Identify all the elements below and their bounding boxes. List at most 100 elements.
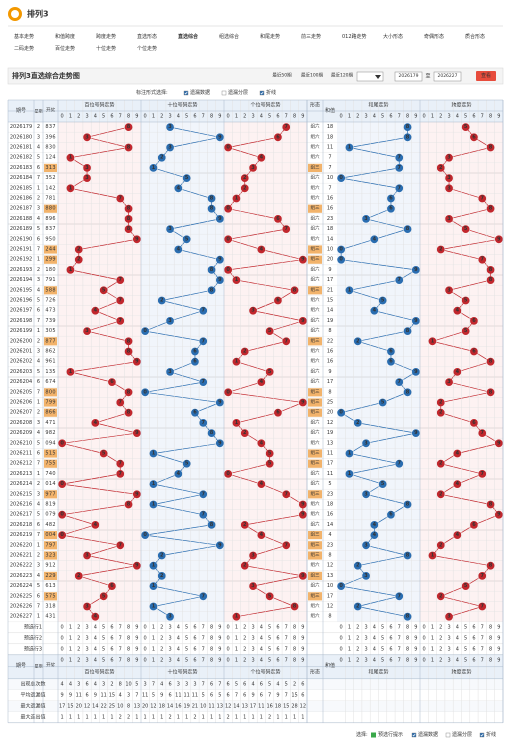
preselect-digit[interactable]: 7 xyxy=(285,646,288,652)
footer-option[interactable]: 遗漏数据 xyxy=(418,731,438,738)
preselect-digit[interactable]: 2 xyxy=(77,624,80,630)
preselect-digit[interactable]: 1 xyxy=(431,646,434,652)
nav-tab[interactable]: 奇偶形态 xyxy=(424,33,444,40)
preselect-digit[interactable]: 0 xyxy=(227,635,230,641)
preselect-digit[interactable]: 3 xyxy=(85,635,88,641)
preselect-digit[interactable]: 3 xyxy=(447,624,450,630)
preselect-digit[interactable]: 9 xyxy=(218,624,221,630)
preselect-digit[interactable]: 9 xyxy=(218,635,221,641)
preselect-digit[interactable]: 7 xyxy=(481,624,484,630)
preselect-digit[interactable]: 9 xyxy=(414,635,417,641)
preselect-digit[interactable]: 7 xyxy=(202,646,205,652)
preselect-digit[interactable]: 4 xyxy=(260,635,263,641)
preselect-digit[interactable]: 1 xyxy=(69,646,72,652)
preselect-digit[interactable]: 0 xyxy=(423,646,426,652)
preselect-digit[interactable]: 5 xyxy=(185,635,188,641)
preselect-digit[interactable]: 3 xyxy=(251,635,254,641)
preselect-digit[interactable]: 3 xyxy=(364,646,367,652)
preselect-digit[interactable]: 7 xyxy=(398,635,401,641)
preselect-digit[interactable]: 4 xyxy=(260,646,263,652)
option-label[interactable]: 遗漏分层 xyxy=(228,89,248,96)
preselect-digit[interactable]: 0 xyxy=(61,624,64,630)
preselect-digit[interactable]: 8 xyxy=(127,635,130,641)
preselect-digit[interactable]: 7 xyxy=(285,635,288,641)
preselect-digit[interactable]: 0 xyxy=(340,624,343,630)
preselect-digit[interactable]: 7 xyxy=(481,646,484,652)
footer-checkbox[interactable] xyxy=(445,732,451,738)
to-input[interactable] xyxy=(433,71,462,82)
preselect-digit[interactable]: 4 xyxy=(177,624,180,630)
preselect-digit[interactable]: 2 xyxy=(77,635,80,641)
preselect-digit[interactable]: 2 xyxy=(77,646,80,652)
preselect-digit[interactable]: 8 xyxy=(489,646,492,652)
preselect-digit[interactable]: 8 xyxy=(406,646,409,652)
preselect-digit[interactable]: 8 xyxy=(293,646,296,652)
preselect-digit[interactable]: 2 xyxy=(243,624,246,630)
nav-tab[interactable]: 基本走势 xyxy=(14,33,34,40)
preselect-digit[interactable]: 3 xyxy=(251,646,254,652)
preselect-digit[interactable]: 1 xyxy=(431,624,434,630)
preselect-digit[interactable]: 8 xyxy=(210,624,213,630)
nav-tab[interactable]: 012路走势 xyxy=(342,33,367,40)
preselect-digit[interactable]: 0 xyxy=(144,646,147,652)
preselect-digit[interactable]: 0 xyxy=(227,646,230,652)
preselect-digit[interactable]: 3 xyxy=(447,635,450,641)
preselect-digit[interactable]: 2 xyxy=(439,646,442,652)
preselect-digit[interactable]: 4 xyxy=(373,624,376,630)
preselect-digit[interactable]: 7 xyxy=(119,635,122,641)
preselect-digit[interactable]: 7 xyxy=(481,635,484,641)
option-label[interactable]: 折线 xyxy=(266,89,276,96)
hint-label[interactable]: 预选行提示 xyxy=(378,731,403,738)
preselect-digit[interactable]: 2 xyxy=(160,624,163,630)
preselect-digit[interactable]: 5 xyxy=(464,635,467,641)
view-button[interactable] xyxy=(476,71,496,81)
nav-tab[interactable]: 和值跨度 xyxy=(55,33,75,40)
preselect-digit[interactable]: 9 xyxy=(497,646,500,652)
preselect-digit[interactable]: 6 xyxy=(389,624,392,630)
preselect-digit[interactable]: 7 xyxy=(285,624,288,630)
preselect-digit[interactable]: 9 xyxy=(301,635,304,641)
preselect-digit[interactable]: 9 xyxy=(301,624,304,630)
preselect-digit[interactable]: 9 xyxy=(301,646,304,652)
preselect-digit[interactable]: 5 xyxy=(381,635,384,641)
preselect-digit[interactable]: 3 xyxy=(447,646,450,652)
preselect-digit[interactable]: 1 xyxy=(431,635,434,641)
from-input[interactable] xyxy=(394,71,423,82)
nav-tab[interactable]: 百位走势 xyxy=(55,45,75,52)
preselect-digit[interactable]: 1 xyxy=(235,635,238,641)
preselect-digit[interactable]: 1 xyxy=(235,624,238,630)
preselect-digit[interactable]: 5 xyxy=(102,646,105,652)
preselect-digit[interactable]: 6 xyxy=(472,646,475,652)
preselect-digit[interactable]: 8 xyxy=(127,646,130,652)
preselect-digit[interactable]: 0 xyxy=(144,624,147,630)
preselect-digit[interactable]: 5 xyxy=(102,635,105,641)
preselect-digit[interactable]: 3 xyxy=(85,646,88,652)
nav-tab[interactable]: 组选综合 xyxy=(219,33,239,40)
preselect-digit[interactable]: 9 xyxy=(414,624,417,630)
preselect-digit[interactable]: 6 xyxy=(472,635,475,641)
nav-tab[interactable]: 直选形态 xyxy=(137,33,157,40)
preselect-digit[interactable]: 0 xyxy=(61,646,64,652)
nav-tab[interactable]: 质合形态 xyxy=(465,33,485,40)
view-button-label[interactable]: 查看 xyxy=(481,72,491,79)
preselect-digit[interactable]: 8 xyxy=(489,635,492,641)
preselect-digit[interactable]: 6 xyxy=(276,624,279,630)
preselect-digit[interactable]: 2 xyxy=(356,646,359,652)
footer-option[interactable]: 遗漏分层 xyxy=(452,731,472,738)
preselect-digit[interactable]: 1 xyxy=(348,624,351,630)
preselect-digit[interactable]: 7 xyxy=(119,646,122,652)
preselect-digit[interactable]: 1 xyxy=(152,624,155,630)
preselect-digit[interactable]: 7 xyxy=(202,635,205,641)
preselect-digit[interactable]: 3 xyxy=(168,624,171,630)
preselect-digit[interactable]: 1 xyxy=(152,635,155,641)
preselect-digit[interactable]: 4 xyxy=(94,624,97,630)
range-link[interactable]: 最近100期 xyxy=(301,72,324,79)
preselect-digit[interactable]: 1 xyxy=(348,646,351,652)
preselect-digit[interactable]: 1 xyxy=(235,646,238,652)
preselect-digit[interactable]: 4 xyxy=(94,646,97,652)
preselect-digit[interactable]: 9 xyxy=(135,646,138,652)
preselect-digit[interactable]: 6 xyxy=(276,646,279,652)
preselect-digit[interactable]: 9 xyxy=(497,624,500,630)
preselect-digit[interactable]: 8 xyxy=(406,635,409,641)
preselect-digit[interactable]: 6 xyxy=(389,646,392,652)
